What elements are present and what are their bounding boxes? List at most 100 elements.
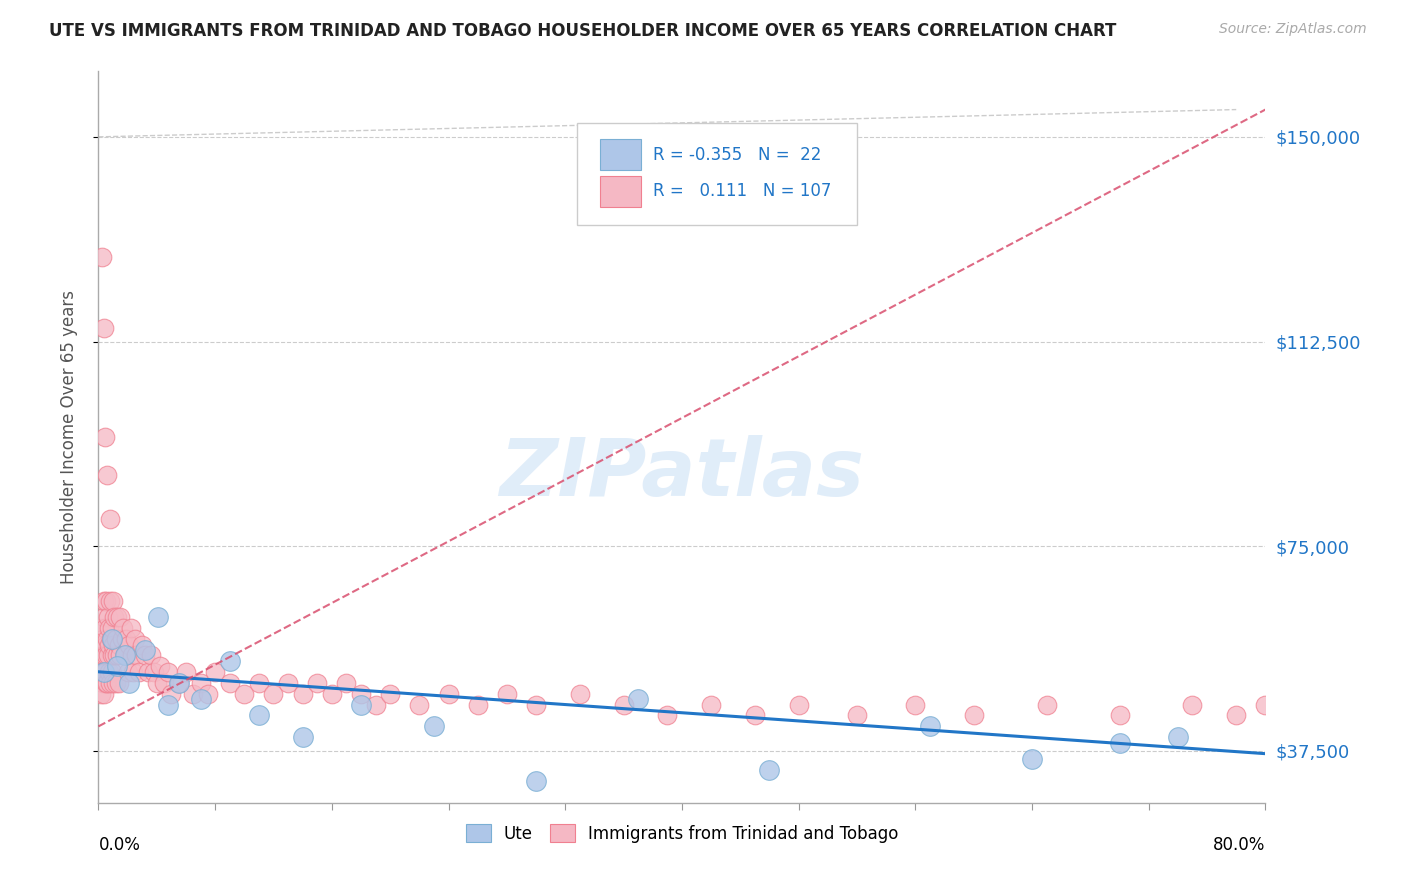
Point: [100, 632, 122, 646]
Point: [104, 632, 127, 646]
Point: [131, 638, 153, 652]
Text: Source: ZipAtlas.com: Source: ZipAtlas.com: [1219, 22, 1367, 37]
Point: [136, 665, 159, 679]
Point: [291, 731, 314, 745]
Text: R = -0.355   N =  22: R = -0.355 N = 22: [652, 145, 821, 164]
Point: [122, 665, 145, 679]
Point: [627, 692, 650, 706]
Point: [114, 648, 136, 663]
Point: [110, 648, 132, 663]
Point: [91, 648, 114, 663]
Point: [247, 675, 270, 690]
Point: [134, 643, 156, 657]
Point: [321, 687, 343, 701]
Point: [97, 665, 120, 679]
Point: [94, 621, 117, 635]
Point: [657, 708, 679, 723]
Point: [350, 687, 373, 701]
Point: [96, 632, 118, 646]
Text: R =   0.111   N = 107: R = 0.111 N = 107: [652, 182, 831, 201]
Point: [233, 687, 256, 701]
Point: [105, 648, 128, 663]
Point: [103, 610, 125, 624]
Point: [197, 687, 219, 701]
Point: [115, 632, 138, 646]
Point: [700, 698, 723, 712]
Point: [218, 654, 240, 668]
Text: 0.0%: 0.0%: [98, 836, 141, 854]
Point: [1181, 698, 1204, 712]
Point: [613, 698, 636, 712]
Point: [204, 665, 226, 679]
Point: [100, 621, 122, 635]
FancyBboxPatch shape: [600, 176, 641, 207]
Text: ZIPatlas: ZIPatlas: [499, 434, 865, 513]
Point: [1254, 698, 1277, 712]
Point: [105, 659, 128, 673]
Point: [437, 687, 460, 701]
Point: [114, 648, 136, 663]
Point: [134, 648, 156, 663]
Point: [112, 621, 135, 635]
Point: [93, 687, 115, 701]
Point: [174, 665, 197, 679]
FancyBboxPatch shape: [600, 139, 641, 170]
Point: [190, 675, 212, 690]
Point: [90, 621, 112, 635]
Point: [146, 675, 169, 690]
Point: [94, 638, 117, 652]
Point: [1167, 731, 1189, 745]
Point: [148, 610, 170, 624]
Point: [142, 665, 165, 679]
Point: [350, 698, 373, 712]
Point: [90, 687, 112, 701]
Point: [364, 698, 387, 712]
Point: [263, 687, 285, 701]
Point: [423, 719, 446, 733]
Point: [101, 675, 124, 690]
Point: [108, 675, 131, 690]
Point: [118, 638, 141, 652]
Point: [157, 698, 180, 712]
Point: [153, 675, 176, 690]
Point: [100, 632, 122, 646]
Point: [90, 665, 112, 679]
Point: [96, 594, 118, 608]
Point: [117, 665, 139, 679]
Point: [104, 675, 127, 690]
Point: [94, 675, 117, 690]
Point: [408, 698, 430, 712]
Point: [111, 632, 134, 646]
Text: UTE VS IMMIGRANTS FROM TRINIDAD AND TOBAGO HOUSEHOLDER INCOME OVER 65 YEARS CORR: UTE VS IMMIGRANTS FROM TRINIDAD AND TOBA…: [49, 22, 1116, 40]
Legend: Ute, Immigrants from Trinidad and Tobago: Ute, Immigrants from Trinidad and Tobago: [458, 818, 905, 849]
Point: [1108, 736, 1130, 750]
Point: [105, 610, 128, 624]
Point: [1021, 752, 1043, 766]
Point: [96, 648, 118, 663]
Point: [108, 638, 131, 652]
Point: [120, 621, 142, 635]
Point: [524, 698, 547, 712]
Point: [1035, 698, 1057, 712]
Point: [167, 675, 190, 690]
Point: [181, 687, 204, 701]
Point: [101, 648, 124, 663]
Point: [96, 675, 118, 690]
Point: [335, 675, 357, 690]
Point: [846, 708, 869, 723]
Point: [124, 632, 146, 646]
Point: [121, 648, 143, 663]
Point: [307, 675, 329, 690]
Point: [758, 763, 780, 777]
Point: [125, 648, 148, 663]
Text: 80.0%: 80.0%: [1213, 836, 1265, 854]
Point: [962, 708, 984, 723]
Point: [98, 594, 121, 608]
Point: [149, 659, 172, 673]
Point: [93, 594, 115, 608]
Point: [103, 648, 125, 663]
Point: [247, 708, 270, 723]
Point: [277, 675, 299, 690]
Point: [1225, 708, 1247, 723]
FancyBboxPatch shape: [576, 122, 856, 225]
